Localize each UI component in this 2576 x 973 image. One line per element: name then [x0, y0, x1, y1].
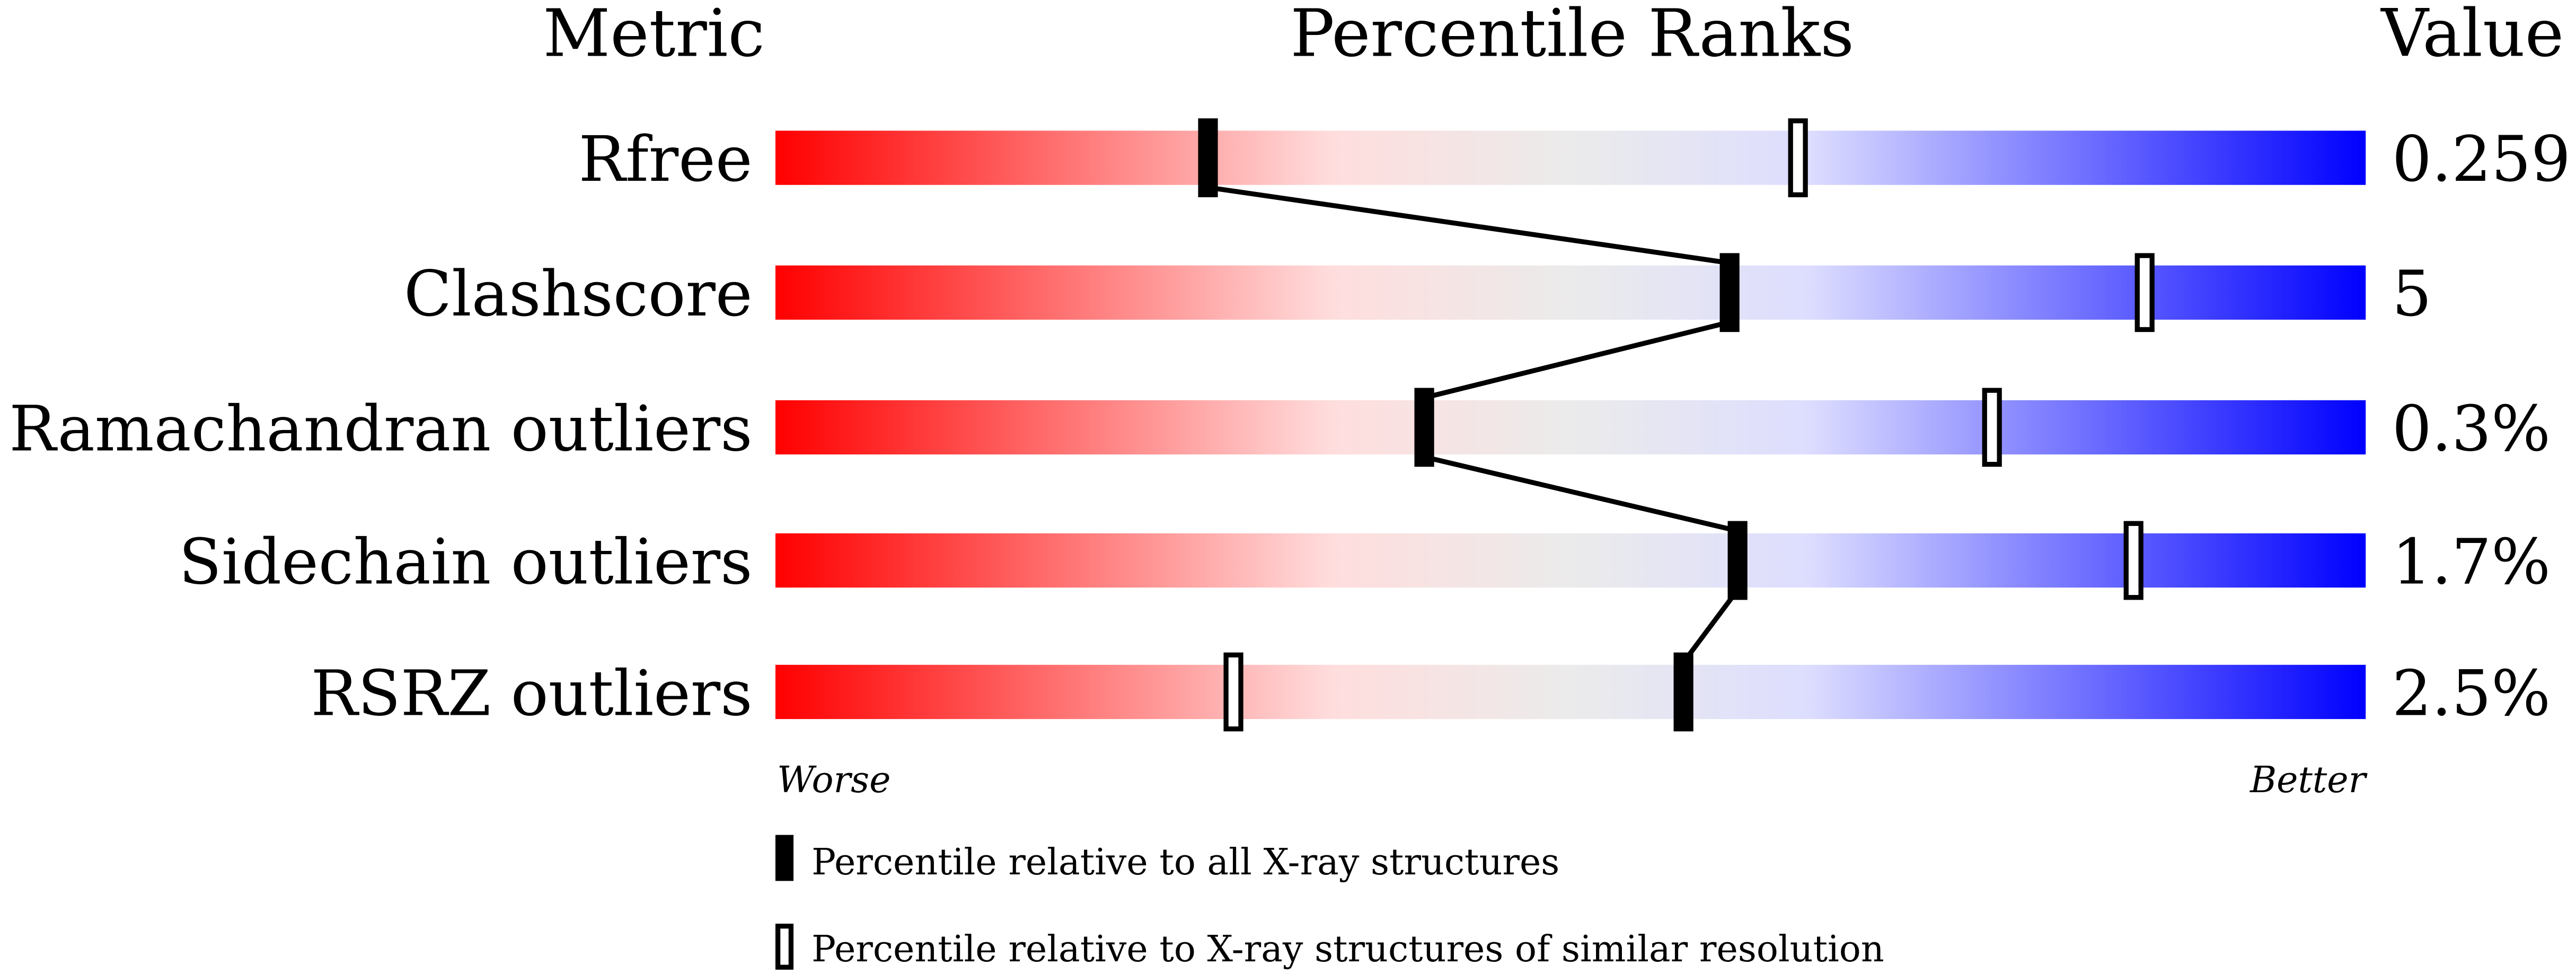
legend-filled-marker	[775, 835, 794, 881]
metric-value: 1.7%	[2392, 525, 2551, 598]
metric-value: 2.5%	[2392, 657, 2551, 730]
metric-value: 0.259	[2392, 123, 2571, 196]
connector-line	[1681, 588, 1740, 664]
header-value: Value	[2380, 0, 2564, 72]
metric-label: Ramachandran outliers	[9, 392, 752, 465]
marker-all-structures	[1673, 652, 1693, 732]
axis-label-better: Better	[2249, 759, 2368, 801]
axis-label-worse: Worse	[777, 759, 890, 801]
percentile-bar	[775, 533, 2366, 588]
metric-label: Sidechain outliers	[179, 525, 752, 598]
percentile-bar	[775, 265, 2366, 320]
header-percentile-ranks: Percentile Ranks	[1290, 0, 1854, 72]
marker-similar-resolution	[2134, 253, 2155, 332]
metric-label: Rfree	[579, 123, 753, 196]
legend-label-all: Percentile relative to all X-ray structu…	[811, 841, 1559, 883]
connector-line	[1424, 454, 1739, 533]
marker-similar-resolution	[1788, 118, 1808, 197]
marker-all-structures	[1719, 253, 1740, 332]
metric-value: 0.3%	[2392, 392, 2551, 465]
metric-label: Clashscore	[404, 258, 753, 330]
percentile-bar	[775, 400, 2366, 455]
percentile-bar	[775, 130, 2366, 185]
percentile-bar	[775, 664, 2366, 720]
metric-label: RSRZ outliers	[311, 657, 752, 730]
metric-value: 5	[2392, 258, 2432, 330]
legend-label-similar: Percentile relative to X-ray structures …	[811, 928, 1884, 970]
legend-open-marker	[775, 923, 794, 970]
connector-line	[1207, 185, 1730, 266]
header-metric: Metric	[543, 0, 764, 72]
marker-all-structures	[1727, 521, 1748, 600]
marker-all-structures	[1414, 388, 1434, 467]
marker-similar-resolution	[2123, 521, 2143, 600]
marker-similar-resolution	[1223, 652, 1243, 732]
marker-all-structures	[1198, 118, 1218, 197]
connector-line	[1423, 320, 1731, 400]
marker-similar-resolution	[1982, 388, 2002, 467]
